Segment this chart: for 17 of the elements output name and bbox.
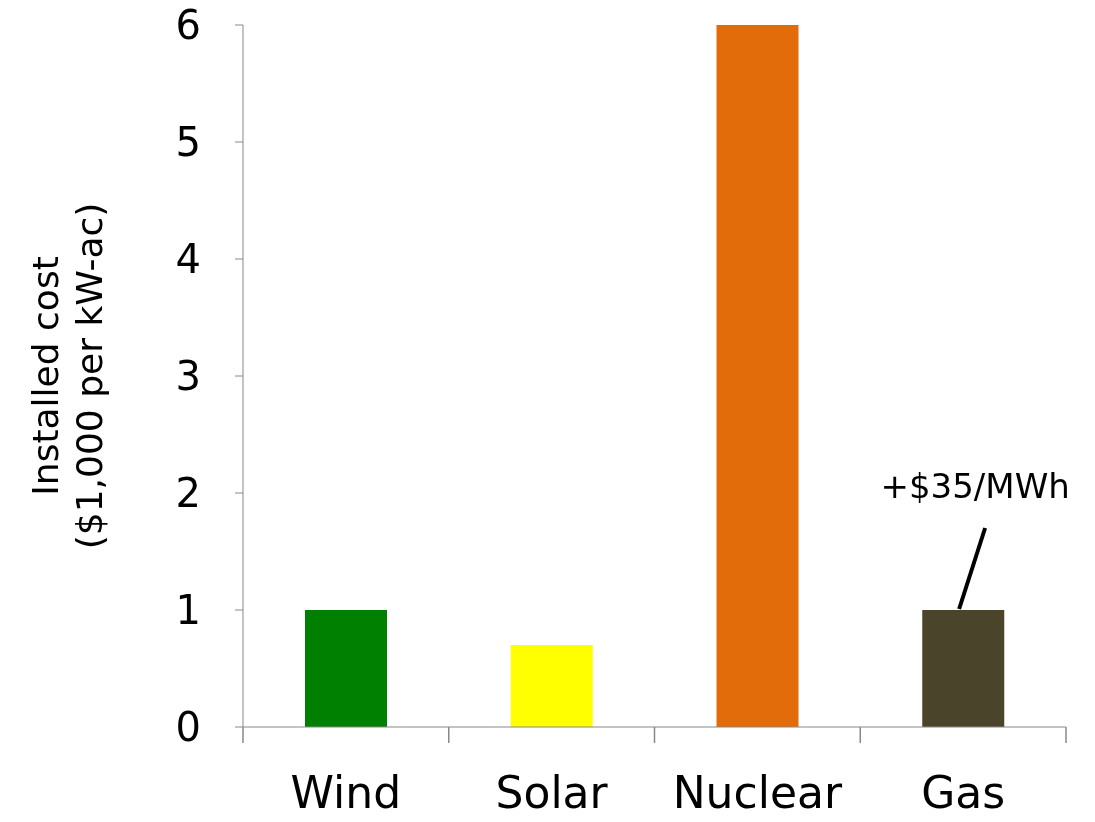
y-tick-label: 2: [175, 470, 201, 517]
bar: [922, 610, 1005, 727]
bar: [716, 25, 799, 727]
x-tick-label: Nuclear: [672, 767, 843, 819]
bar: [305, 610, 387, 727]
annotation: +$35/MWh: [880, 466, 1070, 506]
x-tick-label: Gas: [921, 767, 1006, 819]
y-tick-label: 0: [175, 704, 201, 751]
x-tick-label: Solar: [495, 767, 609, 819]
y-tick-label: 3: [175, 353, 201, 400]
y-tick-label: 5: [175, 119, 201, 166]
y-tick-label: 6: [175, 2, 201, 49]
y-axis-title: Installed cost ($1,000 per kW-ac): [25, 202, 110, 550]
y-tick-label: 4: [175, 236, 201, 283]
y-tick-label: 1: [175, 587, 201, 634]
x-tick-label: Wind: [290, 767, 402, 819]
bar: [510, 645, 593, 727]
